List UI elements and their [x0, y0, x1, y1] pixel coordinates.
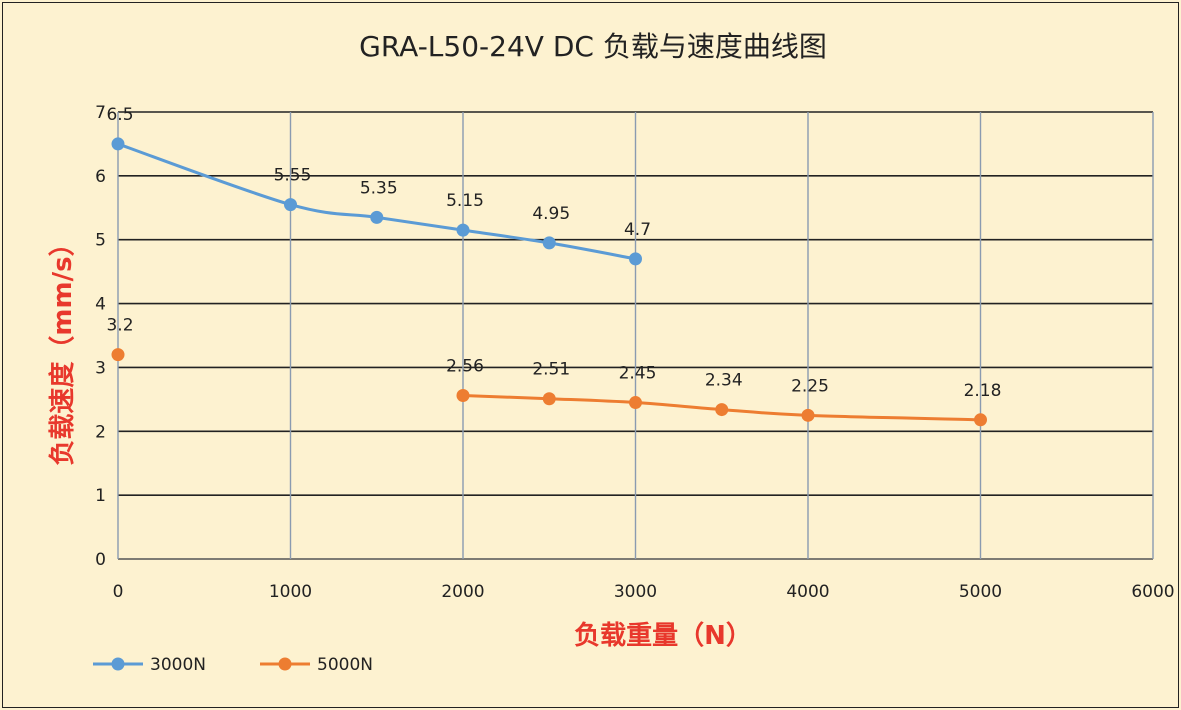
- y-tick-4: 4: [95, 295, 106, 315]
- x-tick-1000: 1000: [269, 582, 312, 602]
- series-5000N: 3.2 2.56 2.51 2.45 2.34 2.25 2.18: [106, 316, 1001, 427]
- point-3000N-1: [284, 198, 297, 212]
- point-3000N-5: [629, 252, 642, 266]
- x-axis-title: 负载重量（N）: [574, 621, 752, 651]
- y-axis-title: 负载速度（mm/s）: [47, 230, 78, 465]
- legend-marker-5000N: [278, 657, 292, 671]
- data-label-3000N-4: 4.95: [532, 204, 570, 224]
- point-5000N-4: [715, 403, 729, 417]
- y-tick-7: 7: [95, 103, 106, 123]
- point-5000N-6: [974, 413, 987, 427]
- data-label-5000N-6: 2.18: [964, 381, 1002, 401]
- x-tick-0: 0: [113, 582, 124, 602]
- data-label-3000N-0: 6.5: [106, 105, 133, 125]
- legend-label-3000N: 3000N: [150, 655, 206, 675]
- series-line-3000N: [117, 142, 636, 261]
- point-5000N-5: [801, 408, 815, 422]
- x-tick-3000: 3000: [614, 582, 657, 602]
- point-3000N-3: [456, 223, 470, 237]
- y-tick-1: 1: [95, 486, 106, 506]
- data-label-5000N-0: 3.2: [106, 316, 133, 336]
- y-tick-0: 0: [95, 550, 106, 570]
- point-3000N-0: [111, 137, 125, 151]
- series-3000N: 6.5 5.55 5.35 5.15 4.95 4.7: [106, 105, 651, 266]
- chart-title: GRA-L50-24V DC 负载与速度曲线图: [359, 30, 827, 63]
- tick-labels: 0 1 2 3 4 5 6 7 0 1000 2000 3000 4000 5000 6000: [95, 103, 1174, 602]
- legend: 3000N 5000N: [93, 655, 373, 675]
- data-label-3000N-2: 5.35: [360, 178, 398, 198]
- point-5000N-1: [456, 389, 470, 403]
- point-3000N-2: [370, 210, 384, 224]
- point-5000N-2: [542, 392, 556, 406]
- legend-label-5000N: 5000N: [317, 655, 373, 675]
- x-tick-4000: 4000: [786, 582, 829, 602]
- series-layer: 6.5 5.55 5.35 5.15 4.95 4.7 3.2 2.56 2.51 2.45 2.3…: [106, 105, 1001, 427]
- data-label-5000N-5: 2.25: [791, 376, 829, 396]
- data-label-5000N-4: 2.34: [705, 371, 743, 391]
- data-label-3000N-5: 4.7: [624, 220, 651, 240]
- point-5000N-3: [629, 396, 642, 410]
- legend-marker-3000N: [111, 657, 125, 671]
- x-tick-6000: 6000: [1131, 582, 1174, 602]
- grid: [117, 111, 1154, 560]
- data-label-3000N-1: 5.55: [274, 166, 312, 186]
- data-label-5000N-1: 2.56: [446, 357, 484, 377]
- point-3000N-4: [542, 236, 556, 250]
- x-tick-5000: 5000: [959, 582, 1002, 602]
- chart-svg: GRA-L50-24V DC 负载与速度曲线图 0 1 2 3 4 5 6 7 0 1000 200…: [47, 30, 1175, 675]
- y-tick-6: 6: [95, 167, 106, 187]
- data-label-5000N-3: 2.45: [619, 364, 657, 384]
- y-tick-3: 3: [95, 358, 106, 378]
- y-tick-2: 2: [95, 422, 106, 442]
- y-tick-5: 5: [95, 231, 106, 251]
- data-label-5000N-2: 2.51: [532, 360, 570, 380]
- data-label-3000N-3: 5.15: [446, 191, 484, 211]
- point-5000N-0: [111, 348, 125, 362]
- x-tick-2000: 2000: [441, 582, 484, 602]
